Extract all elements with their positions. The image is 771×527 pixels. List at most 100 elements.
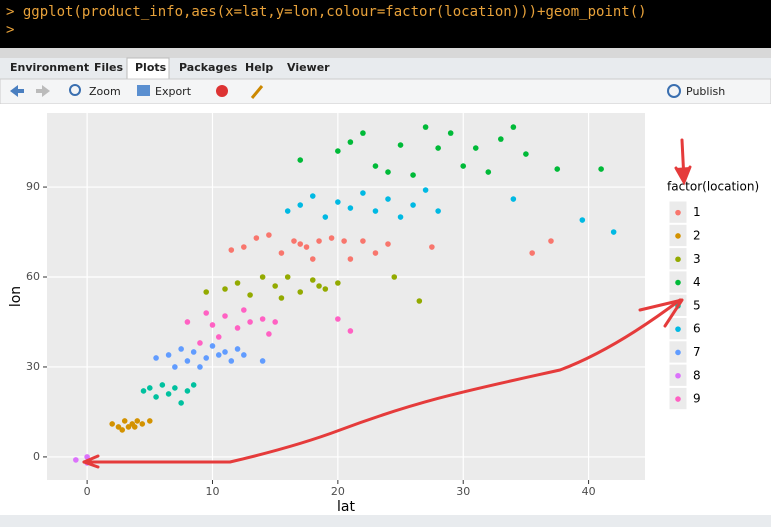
- point: [266, 232, 272, 238]
- point: [341, 238, 347, 244]
- tab[interactable]: Packages: [179, 61, 238, 74]
- point: [309, 256, 316, 262]
- point: [360, 238, 366, 244]
- point: [335, 316, 341, 322]
- point: [529, 250, 535, 256]
- remove-button[interactable]: [216, 85, 228, 97]
- legend-label: 4: [693, 275, 701, 289]
- clear-button[interactable]: [250, 85, 264, 99]
- back-button[interactable]: [10, 85, 24, 97]
- point: [222, 286, 228, 292]
- zoom-button[interactable]: Zoom: [89, 85, 121, 98]
- point: [172, 364, 178, 370]
- y-tick-label: 60: [26, 270, 40, 283]
- point: [209, 322, 216, 328]
- point: [153, 355, 159, 361]
- point: [84, 454, 90, 460]
- point: [347, 256, 354, 262]
- point: [115, 424, 122, 430]
- tab[interactable]: Viewer: [287, 61, 330, 74]
- point: [140, 388, 147, 394]
- point: [429, 244, 435, 250]
- point: [416, 298, 423, 304]
- point: [203, 289, 210, 295]
- point: [266, 331, 272, 337]
- point: [498, 136, 504, 142]
- point: [272, 319, 278, 325]
- legend-marker: [675, 326, 681, 332]
- point: [184, 358, 191, 364]
- point: [598, 166, 604, 172]
- point: [259, 358, 266, 364]
- console-line: > ggplot(product_info,aes(x=lat,y=lon,co…: [6, 4, 647, 20]
- legend-marker: [675, 256, 681, 263]
- point: [410, 202, 416, 208]
- point: [347, 328, 354, 334]
- point: [316, 238, 322, 244]
- point: [121, 418, 128, 424]
- tab[interactable]: Plots: [135, 61, 167, 74]
- splitter: [0, 48, 771, 58]
- point: [190, 349, 197, 355]
- point: [460, 163, 467, 169]
- point: [278, 295, 285, 301]
- point: [203, 355, 210, 361]
- point: [165, 391, 172, 397]
- point: [397, 214, 404, 220]
- point: [554, 166, 561, 172]
- point: [360, 130, 366, 136]
- point: [197, 364, 203, 370]
- point: [372, 250, 379, 256]
- point: [247, 292, 253, 298]
- point: [215, 334, 222, 340]
- point: [335, 148, 341, 154]
- zoom-icon: [69, 84, 81, 96]
- forward-button[interactable]: [36, 85, 50, 97]
- legend-marker: [675, 372, 681, 379]
- tab[interactable]: Environment: [10, 61, 89, 74]
- point: [284, 274, 291, 280]
- point: [228, 247, 235, 253]
- point: [303, 244, 310, 250]
- publish-button[interactable]: Publish: [686, 85, 725, 98]
- point: [510, 196, 517, 202]
- point: [435, 208, 441, 214]
- point: [297, 202, 304, 208]
- legend-label: 7: [693, 345, 701, 359]
- export-icon: [137, 85, 150, 96]
- tab[interactable]: Files: [94, 61, 124, 74]
- tab-bar: [0, 58, 771, 79]
- point: [372, 208, 379, 214]
- point: [234, 325, 241, 331]
- point: [209, 343, 216, 349]
- point: [134, 418, 141, 424]
- point: [73, 457, 79, 463]
- point: [222, 349, 228, 355]
- point: [215, 352, 222, 358]
- point: [422, 124, 429, 130]
- point: [385, 241, 391, 247]
- point: [228, 358, 235, 364]
- x-tick-label: 30: [456, 485, 470, 498]
- tab[interactable]: Help: [245, 61, 273, 74]
- point: [234, 346, 241, 352]
- point: [447, 130, 454, 136]
- point: [241, 244, 247, 250]
- point: [297, 157, 304, 163]
- x-tick-label: 40: [582, 485, 596, 498]
- legend-label: 8: [693, 368, 701, 382]
- point: [385, 196, 391, 202]
- point: [184, 388, 191, 394]
- point: [190, 382, 197, 388]
- y-tick-label: 30: [26, 360, 40, 373]
- point: [284, 208, 291, 214]
- point: [328, 235, 335, 241]
- point: [222, 313, 228, 319]
- point: [322, 286, 329, 292]
- export-button[interactable]: Export: [155, 85, 192, 98]
- point: [397, 142, 404, 148]
- legend-label: 6: [693, 322, 701, 336]
- legend-label: 2: [693, 228, 701, 242]
- legend-label: 9: [693, 392, 701, 406]
